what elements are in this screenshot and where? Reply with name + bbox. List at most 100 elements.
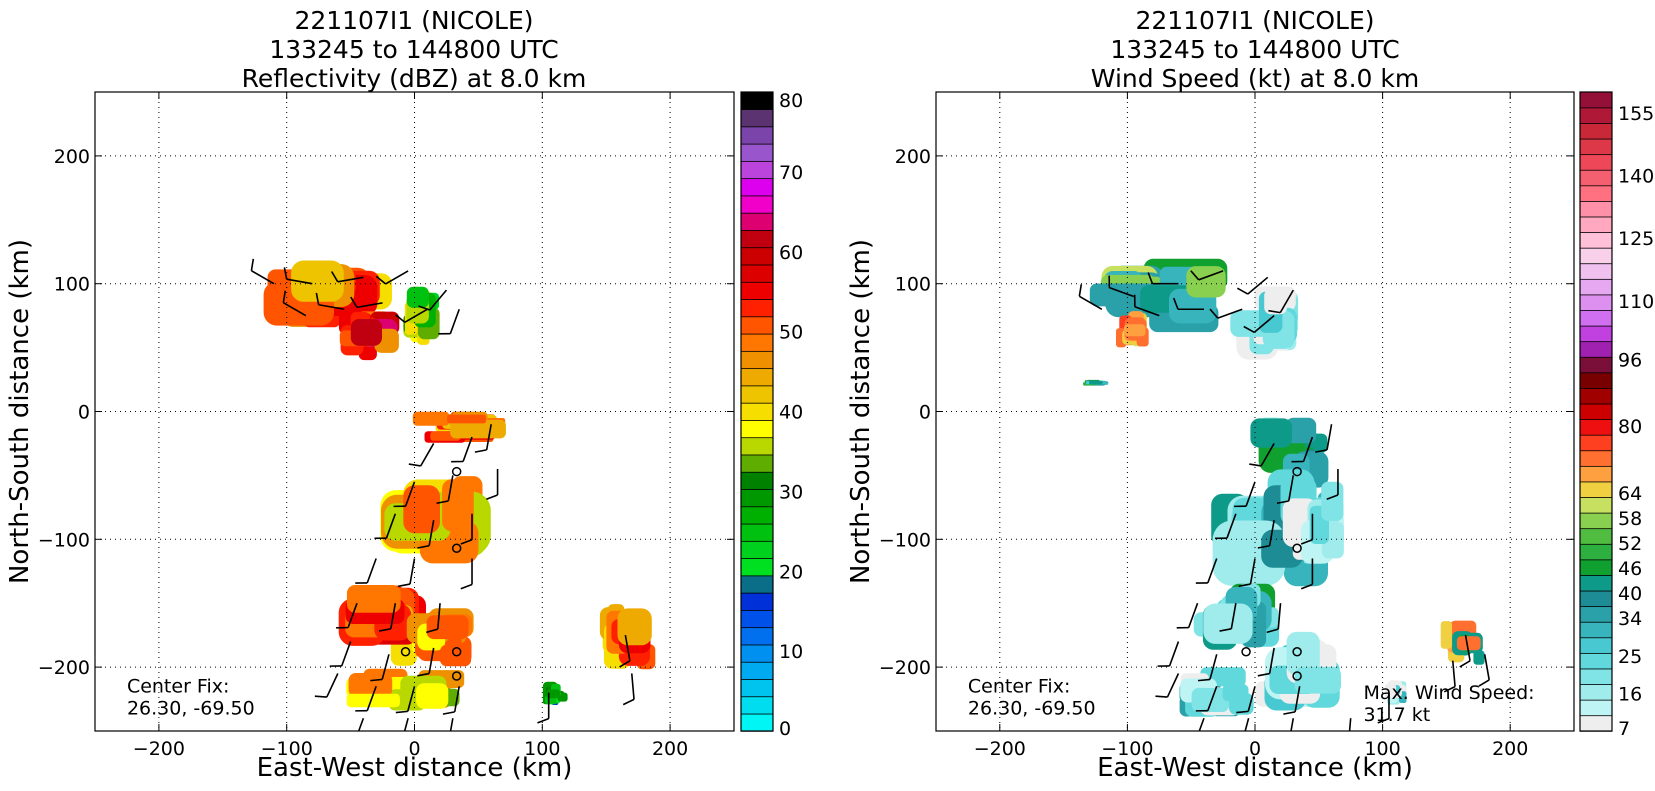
- colorbar-segment: [741, 351, 773, 369]
- colorbar-tick-label: 25: [1618, 646, 1642, 668]
- y-tick-label: −100: [879, 529, 931, 551]
- colorbar-segment: [741, 610, 773, 628]
- field-cell: [1457, 636, 1481, 650]
- colorbar-segment: [741, 317, 773, 335]
- chart-title-line: Wind Speed (kt) at 8.0 km: [1091, 64, 1419, 93]
- colorbar-segment: [741, 627, 773, 645]
- colorbar-segment: [741, 593, 773, 611]
- colorbar-segment: [1580, 591, 1612, 607]
- field-cell: [351, 319, 382, 346]
- colorbar-tick-label: 80: [779, 90, 803, 112]
- colorbar-segment: [741, 420, 773, 438]
- y-axis-label: North-South distance (km): [846, 239, 876, 584]
- y-tick-label: 0: [78, 402, 90, 424]
- wind-barb-flag: [1277, 744, 1289, 746]
- colorbar-tick-label: 16: [1618, 683, 1642, 705]
- colorbar-tick-label: 46: [1618, 558, 1642, 580]
- colorbar-segment: [741, 455, 773, 473]
- colorbar-segment: [1580, 388, 1612, 404]
- colorbar-segment: [1580, 357, 1612, 373]
- colorbar-tick-label: 7: [1618, 718, 1630, 740]
- x-axis-label: East-West distance (km): [1097, 753, 1413, 783]
- x-tick-label: −200: [133, 738, 185, 760]
- y-tick-label: −200: [38, 657, 90, 679]
- colorbar-segment: [741, 127, 773, 145]
- colorbar-segment: [741, 178, 773, 196]
- colorbar-tick-label: 40: [779, 402, 803, 424]
- y-tick-label: 200: [54, 146, 90, 168]
- colorbar-segment: [1580, 92, 1612, 108]
- reflectivity-panel: 221107I1 (NICOLE)133245 to 144800 UTCRef…: [5, 6, 803, 783]
- colorbar-segment: [1580, 419, 1612, 435]
- colorbar-segment: [1580, 528, 1612, 544]
- colorbar-segment: [1580, 170, 1612, 186]
- colorbar-segment: [1580, 404, 1612, 420]
- field-cell: [1186, 266, 1225, 297]
- field-cell: [416, 683, 448, 709]
- colorbar-segment: [1580, 201, 1612, 217]
- colorbar-tick-label: 30: [779, 481, 803, 503]
- wind-barb-flag: [437, 744, 449, 746]
- chart-title-line: 133245 to 144800 UTC: [269, 35, 558, 64]
- y-tick-label: −200: [879, 657, 931, 679]
- colorbar-tick-label: 155: [1618, 103, 1654, 125]
- colorbar-segment: [1580, 373, 1612, 389]
- colorbar-tick-label: 125: [1618, 228, 1654, 250]
- colorbar-segment: [741, 489, 773, 507]
- field-cell: [1441, 621, 1452, 649]
- annotation-text: 31.7 kt: [1363, 704, 1430, 726]
- field-cell: [403, 485, 440, 533]
- colorbar-segment: [741, 334, 773, 352]
- y-axis-label: North-South distance (km): [5, 239, 35, 584]
- colorbar-segment: [741, 558, 773, 576]
- colorbar-segment: [741, 282, 773, 300]
- colorbar-segment: [1580, 606, 1612, 622]
- wind-barb-flag: [315, 696, 327, 697]
- colorbar-segment: [1580, 139, 1612, 155]
- wind-barb-flag: [389, 743, 401, 744]
- colorbar-segment: [1580, 684, 1612, 700]
- colorbar-segment: [1580, 279, 1612, 295]
- field-cell: [427, 615, 469, 639]
- wind-barb-flag: [1230, 743, 1242, 744]
- colorbar-segment: [741, 679, 773, 697]
- colorbar-tick-label: 20: [779, 561, 803, 583]
- field-cell: [1089, 381, 1103, 385]
- colorbar-tick-label: 52: [1618, 533, 1642, 555]
- chart-title-line: 133245 to 144800 UTC: [1110, 35, 1399, 64]
- wind-barb-flag: [1155, 696, 1167, 697]
- colorbar-tick-label: 58: [1618, 508, 1642, 530]
- colorbar-tick-label: 64: [1618, 483, 1642, 505]
- wind-barb-flag: [1337, 744, 1349, 747]
- annotation-text: 26.30, -69.50: [127, 698, 255, 720]
- field-cell: [1264, 289, 1287, 314]
- colorbar-tick-label: 140: [1618, 166, 1654, 188]
- colorbar-segment: [741, 161, 773, 179]
- field-cell: [1250, 418, 1292, 447]
- chart-title-line: Reflectivity (dBZ) at 8.0 km: [242, 64, 587, 93]
- colorbar-segment: [741, 437, 773, 455]
- colorbar-segment: [741, 144, 773, 162]
- colorbar-segment: [1580, 669, 1612, 685]
- colorbar-segment: [1580, 482, 1612, 498]
- colorbar-segment: [1580, 450, 1612, 466]
- colorbar-tick-label: 70: [779, 162, 803, 184]
- colorbar-segment: [1580, 715, 1612, 731]
- colorbar-segment: [741, 230, 773, 248]
- field-cell: [1124, 324, 1146, 336]
- colorbar-segment: [741, 92, 773, 110]
- field-cell: [1203, 604, 1252, 644]
- colorbar-segment: [1580, 466, 1612, 482]
- colorbar-tick-label: 60: [779, 242, 803, 264]
- field-cell: [442, 479, 474, 531]
- y-tick-label: 100: [895, 274, 931, 296]
- x-tick-label: 200: [652, 738, 688, 760]
- colorbar-segment: [1580, 513, 1612, 529]
- chart-title-line: 221107I1 (NICOLE): [294, 6, 533, 35]
- colorbar-segment: [1580, 622, 1612, 638]
- colorbar-segment: [741, 109, 773, 127]
- colorbar-segment: [1580, 575, 1612, 591]
- field-cell: [1473, 651, 1484, 665]
